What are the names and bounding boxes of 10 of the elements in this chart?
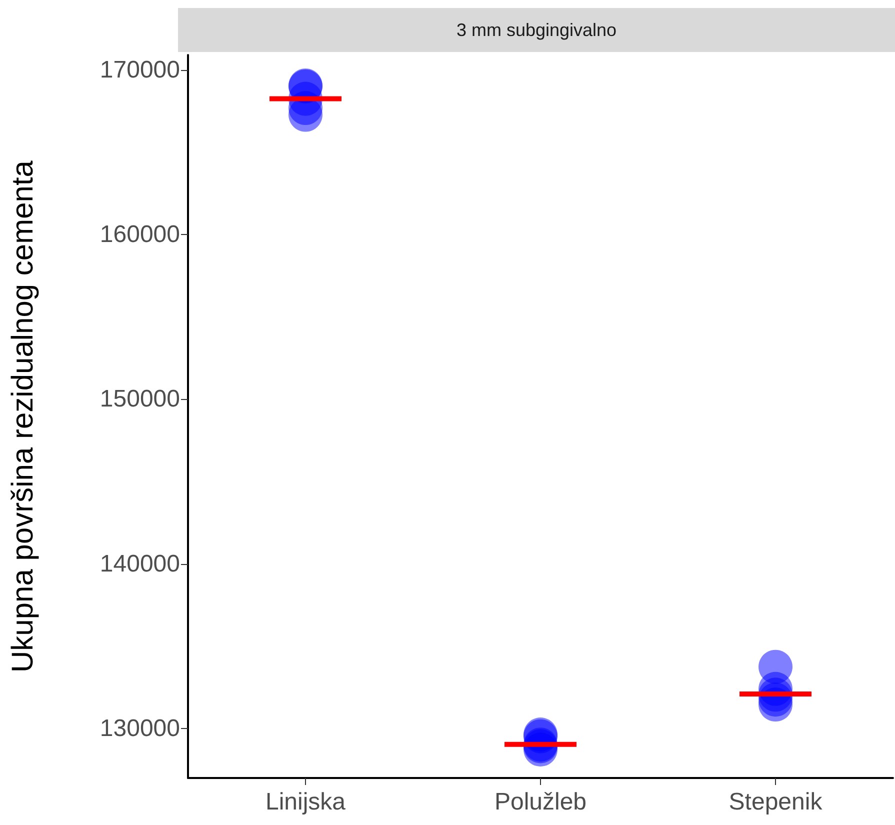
- y-tick-label: 130000: [100, 715, 180, 742]
- y-tick-label: 170000: [100, 56, 180, 84]
- x-tick-label: Stepenik: [728, 788, 824, 816]
- y-tick-label: 150000: [100, 386, 180, 413]
- y-axis-title: Ukupna površina rezidualnog cementa: [6, 160, 40, 672]
- chart-title: 3 mm subgingivalno: [456, 20, 617, 40]
- x-tick-label: Linijska: [265, 788, 346, 816]
- y-tick-label: 140000: [100, 550, 180, 578]
- y-tick-label: 160000: [100, 221, 180, 248]
- x-tick-label: Polužleb: [494, 788, 587, 816]
